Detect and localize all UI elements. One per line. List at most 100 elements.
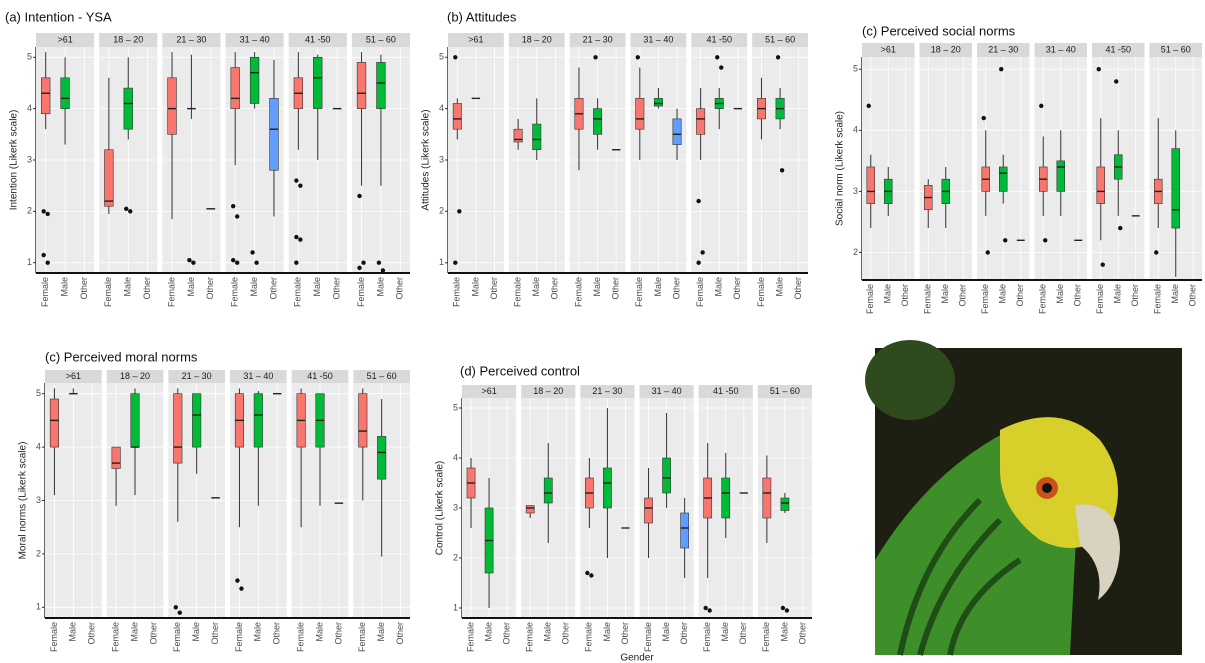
y-tick-label: 1	[453, 602, 458, 612]
x-tick-label: Female	[1038, 284, 1048, 314]
x-tick-label: Male	[720, 622, 730, 642]
outlier	[1097, 67, 1101, 71]
x-tick-label: Other	[611, 277, 621, 300]
x-tick-label: Other	[1188, 284, 1198, 307]
chart-title: (c) Perceived moral norms	[45, 349, 198, 364]
y-tick-label: 2	[853, 247, 858, 257]
outlier	[707, 608, 711, 612]
y-tick-label: 4	[453, 452, 458, 462]
y-tick-label: 1	[36, 602, 41, 612]
facet-label: 51 – 60	[1161, 44, 1191, 54]
outlier	[703, 606, 707, 610]
y-tick-label: 3	[27, 154, 32, 164]
box	[867, 167, 875, 204]
x-tick-label: Male	[883, 284, 893, 304]
x-tick-label: Female	[573, 277, 583, 307]
box	[357, 62, 366, 108]
x-tick-label: Other	[395, 277, 405, 300]
box	[781, 498, 789, 511]
y-tick-label: 3	[853, 186, 858, 196]
x-tick-label: Other	[550, 277, 560, 300]
box	[453, 104, 461, 130]
facet-label: 31 – 40	[652, 386, 682, 396]
outlier	[231, 204, 235, 208]
box	[377, 436, 386, 479]
facet-label: 51 – 60	[366, 34, 396, 44]
box	[104, 150, 113, 207]
facet-label: >61	[468, 34, 483, 44]
facet-label: 51 – 60	[367, 371, 397, 381]
box	[999, 167, 1007, 191]
x-tick-label: Female	[295, 622, 305, 652]
x-tick-label: Female	[702, 622, 712, 652]
facet-label: 31 – 40	[240, 34, 270, 44]
box	[722, 478, 730, 518]
outlier	[719, 65, 723, 69]
leaf	[865, 340, 955, 420]
y-tick-label: 4	[27, 103, 32, 113]
box	[313, 57, 322, 108]
outlier	[294, 261, 298, 265]
chart-title: (b) Attitudes	[447, 9, 517, 24]
outlier	[1043, 238, 1047, 242]
outlier	[636, 55, 640, 59]
box	[131, 394, 140, 447]
y-tick-label: 5	[439, 52, 444, 62]
facet-label: 51 – 60	[765, 34, 795, 44]
outlier	[45, 261, 49, 265]
outlier	[1154, 250, 1158, 254]
x-tick-label: Female	[756, 277, 766, 307]
x-tick-label: Female	[695, 277, 705, 307]
outlier	[593, 55, 597, 59]
x-tick-label: Male	[59, 277, 69, 297]
outlier	[187, 258, 191, 262]
x-tick-label: Male	[123, 277, 133, 297]
y-axis-label: Intention (Likerk scale)	[9, 110, 20, 211]
box	[644, 498, 652, 523]
x-tick-label: Male	[653, 277, 663, 297]
outlier	[1118, 226, 1122, 230]
facet-label: 41 -50	[1105, 44, 1131, 54]
facet-label: 41 -50	[713, 386, 739, 396]
outlier	[235, 214, 239, 218]
box	[636, 98, 644, 129]
facet-label: 41 -50	[305, 34, 331, 44]
outlier	[776, 55, 780, 59]
outlier	[785, 608, 789, 612]
box	[254, 394, 262, 447]
y-tick-label: 4	[36, 441, 41, 451]
x-tick-label: Other	[272, 622, 282, 645]
facet-label: 18 – 20	[113, 34, 143, 44]
box	[673, 119, 681, 145]
x-tick-label: Female	[1153, 284, 1163, 314]
facet-label: 21 – 30	[592, 386, 622, 396]
box	[654, 98, 662, 106]
outlier	[867, 104, 871, 108]
x-tick-label: Other	[793, 277, 803, 300]
x-tick-label: Female	[166, 277, 176, 307]
chart: (c) Perceived moral norms Moral norms (Li…	[18, 349, 410, 652]
outlier	[235, 578, 239, 582]
outlier	[45, 212, 49, 216]
facet-label: 41 -50	[706, 34, 732, 44]
x-tick-label: Male	[602, 622, 612, 642]
x-tick-label: Male	[129, 622, 139, 642]
x-tick-label: Other	[502, 622, 512, 645]
x-tick-label: Female	[172, 622, 182, 652]
x-tick-label: Female	[525, 622, 535, 652]
outlier	[1039, 104, 1043, 108]
outlier	[982, 116, 986, 120]
figure: (a) Intention - YSAIntention (Likerk sca…	[0, 0, 1205, 663]
x-tick-label: Other	[732, 277, 742, 300]
box	[696, 109, 704, 135]
x-tick-label: Female	[1095, 284, 1105, 314]
y-axis-label: Moral norms (Likerk scale)	[18, 442, 29, 560]
box	[1097, 167, 1105, 204]
parrot-pupil	[1042, 483, 1052, 493]
x-tick-label: Male	[314, 622, 324, 642]
x-tick-label: Female	[761, 622, 771, 652]
outlier	[174, 605, 178, 609]
x-tick-label: Female	[230, 277, 240, 307]
outlier	[696, 199, 700, 203]
